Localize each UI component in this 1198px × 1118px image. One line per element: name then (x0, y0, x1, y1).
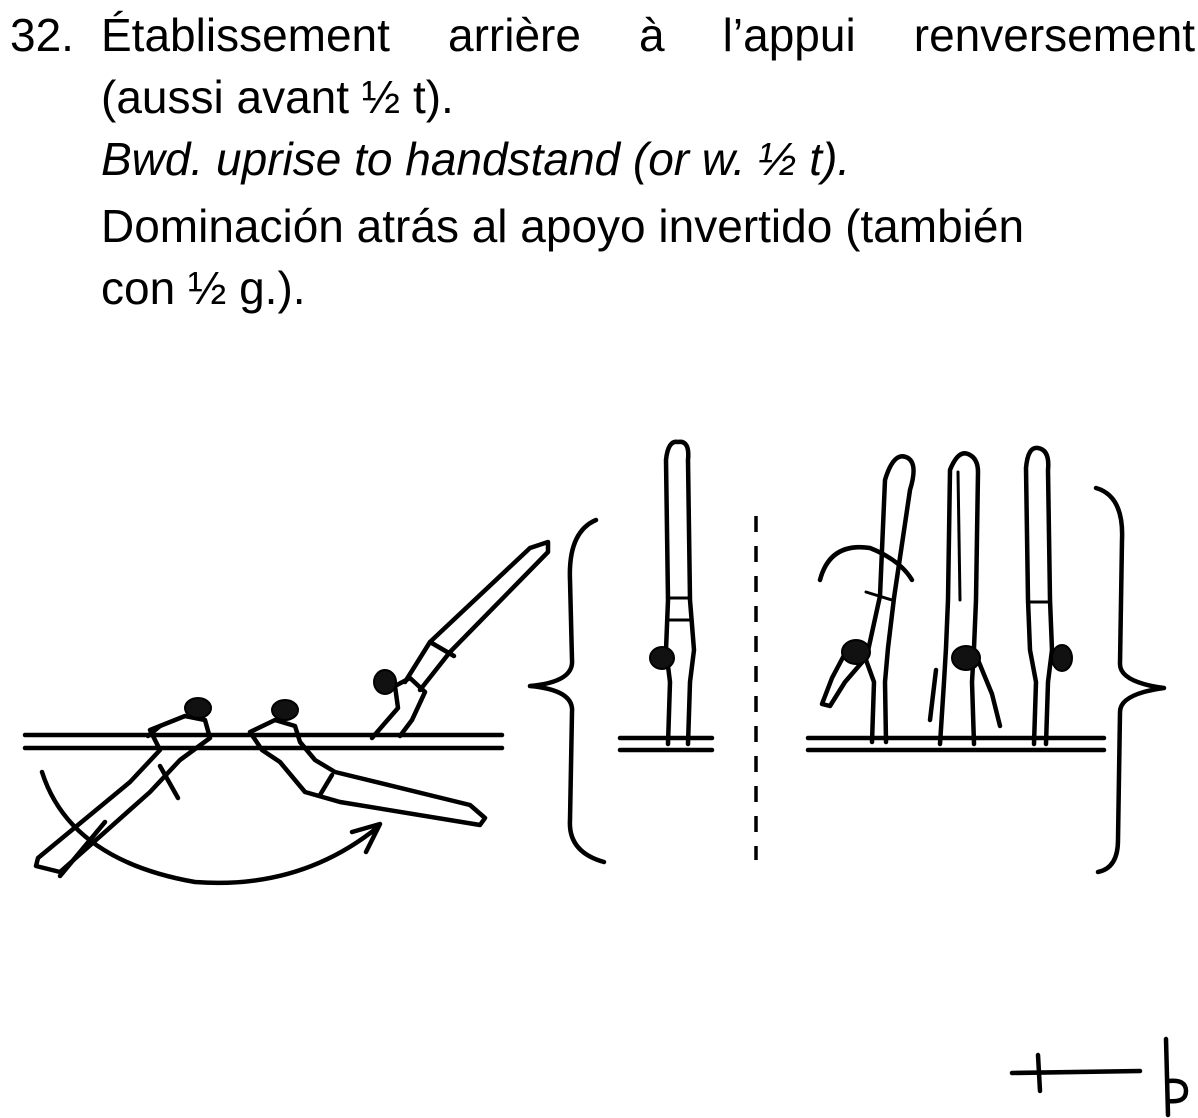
gymnast-figure-handstand-2 (927, 451, 1003, 747)
description-french-line1: Établissement arrière à l’appui renverse… (101, 9, 1195, 61)
gymnast-figure-swing (33, 697, 213, 879)
bar-right (805, 735, 1107, 753)
element-number: 32. (10, 9, 74, 61)
gymnast-illustration (22, 439, 1167, 886)
description-english: Bwd. uprise to handstand (or w. ½ t). (101, 133, 851, 185)
gymnast-figure-turn (817, 454, 916, 745)
description-french: Établissement arrière à l’appui renverse… (101, 4, 1195, 128)
description-spanish: Dominación atrás al apoyo invertido (tam… (101, 195, 1195, 319)
element-notation-symbol-icon (1009, 1036, 1189, 1118)
brace-left-icon (527, 517, 607, 865)
gymnast-figure-extension (247, 699, 488, 828)
gymnast-figure-handstand-3 (1023, 445, 1073, 747)
gymnast-figure-handstand (649, 439, 697, 747)
bar-left (22, 732, 505, 751)
description-french-line2: (aussi avant ½ t). (101, 71, 454, 123)
description-spanish-line1: Dominación atrás al apoyo invertido (tam… (101, 200, 1025, 252)
gymnast-figure-rise (369, 539, 551, 741)
brace-right-icon (1093, 485, 1167, 875)
swing-arrow-icon (39, 769, 383, 886)
description-spanish-line2: con ½ g.). (101, 262, 306, 314)
